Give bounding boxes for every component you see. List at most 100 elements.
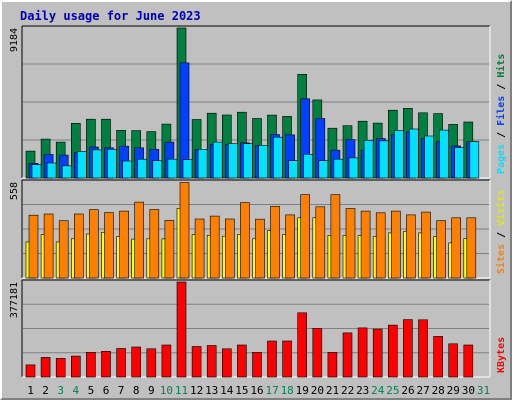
day-label-17: 17 <box>265 384 278 397</box>
day-label-6: 6 <box>103 384 110 397</box>
bar-pages-day-23 <box>363 140 374 179</box>
bar-pages-day-4 <box>77 151 87 179</box>
legend-files: Files <box>495 96 507 126</box>
bar-pages-day-16 <box>258 145 268 179</box>
bar-sites-day-15 <box>240 202 250 279</box>
bar-kbytes-day-20 <box>312 328 323 378</box>
y-max-label: 377181 <box>9 282 20 318</box>
bar-kbytes-day-30 <box>463 344 474 378</box>
day-label-12: 12 <box>190 384 203 397</box>
bar-sites-day-3 <box>58 220 69 279</box>
bar-pages-day-21 <box>333 158 344 179</box>
bar-sites-day-27 <box>421 211 431 279</box>
bar-sites-day-21 <box>330 194 341 279</box>
bar-kbytes-day-4 <box>71 355 81 378</box>
legend-separator: / <box>496 126 507 144</box>
y-max-label: 558 <box>9 182 20 200</box>
bar-pages-day-12 <box>197 149 208 179</box>
bar-kbytes-day-15 <box>237 344 247 378</box>
bar-kbytes-day-10 <box>161 344 172 378</box>
bar-kbytes-day-19 <box>297 312 308 378</box>
legend-pages: Pages <box>496 144 507 174</box>
bar-sites-day-16 <box>255 218 265 279</box>
legend-separator: / <box>496 226 507 244</box>
day-label-16: 16 <box>250 384 263 397</box>
day-label-29: 29 <box>447 384 460 397</box>
bar-pages-day-20 <box>318 160 329 179</box>
day-label-5: 5 <box>88 384 95 397</box>
legend-separator: / <box>496 78 507 96</box>
bar-kbytes-day-11 <box>176 281 187 378</box>
day-label-13: 13 <box>205 384 218 397</box>
day-label-18: 18 <box>281 384 294 397</box>
bar-kbytes-day-24 <box>372 328 383 378</box>
bar-kbytes-day-28 <box>433 336 443 378</box>
day-label-22: 22 <box>341 384 354 397</box>
day-label-24: 24 <box>371 384 385 397</box>
bar-kbytes-day-26 <box>403 319 413 378</box>
bar-pages-day-15 <box>243 143 253 179</box>
bar-kbytes-day-16 <box>252 351 262 378</box>
legend-kbytes: KBytes <box>496 337 507 373</box>
bar-pages-day-11 <box>182 159 193 179</box>
bar-pages-day-2 <box>46 162 57 179</box>
bar-kbytes-day-8 <box>131 346 141 378</box>
day-label-19: 19 <box>296 384 309 397</box>
bar-kbytes-day-12 <box>191 346 202 378</box>
bar-kbytes-day-2 <box>40 357 51 378</box>
day-label-30: 30 <box>462 384 475 397</box>
legend-visits: Visits <box>495 190 507 226</box>
bar-sites-day-8 <box>134 201 144 279</box>
day-label-11: 11 <box>175 384 188 397</box>
day-label-31: 31 <box>477 384 490 397</box>
bar-kbytes-day-14 <box>222 348 232 378</box>
bar-pages-day-5 <box>92 149 102 179</box>
bar-sites-day-2 <box>43 213 54 279</box>
bar-kbytes-day-25 <box>387 324 398 378</box>
bar-sites-day-9 <box>149 209 160 279</box>
bar-pages-day-26 <box>409 128 419 179</box>
day-label-8: 8 <box>133 384 140 397</box>
bar-pages-day-1 <box>31 164 42 179</box>
bar-kbytes-day-22 <box>342 332 353 378</box>
bar-sites-day-10 <box>164 220 175 279</box>
bar-pages-day-25 <box>393 130 404 179</box>
chart-title: Daily usage for June 2023 <box>20 9 201 23</box>
series-legend: KBytes <box>496 337 507 373</box>
day-label-3: 3 <box>57 384 64 397</box>
day-label-15: 15 <box>235 384 248 397</box>
bar-pages-day-9 <box>152 160 163 179</box>
bar-kbytes-day-7 <box>116 348 126 378</box>
bar-pages-day-17 <box>273 136 283 179</box>
bar-kbytes-day-21 <box>327 351 338 378</box>
bar-kbytes-day-27 <box>418 319 428 378</box>
bar-sites-day-30 <box>466 217 477 279</box>
bar-sites-day-13 <box>209 215 220 279</box>
bar-pages-day-14 <box>228 143 238 179</box>
bar-kbytes-day-13 <box>206 345 217 378</box>
bar-sites-day-23 <box>360 210 371 279</box>
bar-sites-day-1 <box>28 214 39 279</box>
bar-pages-day-13 <box>212 141 223 179</box>
bar-pages-day-6 <box>107 149 117 179</box>
bar-sites-day-20 <box>315 206 326 279</box>
bar-sites-day-28 <box>436 220 446 279</box>
day-label-4: 4 <box>72 384 79 397</box>
day-label-20: 20 <box>311 384 324 397</box>
day-label-28: 28 <box>432 384 445 397</box>
day-label-26: 26 <box>401 384 414 397</box>
day-label-10: 10 <box>160 384 173 397</box>
day-label-21: 21 <box>326 384 339 397</box>
bar-sites-day-12 <box>194 218 205 279</box>
bar-kbytes-day-29 <box>448 343 459 378</box>
bar-sites-day-7 <box>119 210 129 279</box>
bar-sites-day-4 <box>74 213 84 279</box>
y-max-label: 9184 <box>9 28 20 52</box>
bar-pages-day-28 <box>439 129 449 179</box>
bar-sites-day-25 <box>390 210 401 279</box>
bar-pages-day-18 <box>288 160 298 179</box>
bar-kbytes-day-6 <box>101 350 111 378</box>
bar-pages-day-30 <box>469 141 480 179</box>
bar-sites-day-17 <box>270 206 280 279</box>
